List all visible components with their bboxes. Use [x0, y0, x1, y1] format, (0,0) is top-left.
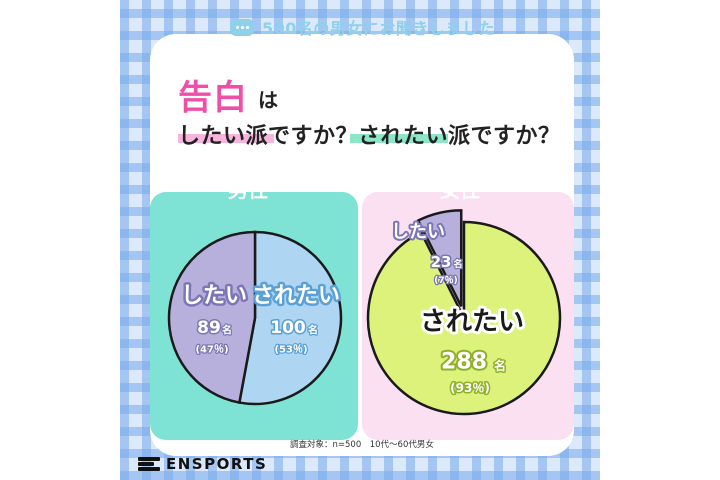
survey-label-text: 500名の男女にお聞きしました — [262, 19, 495, 38]
male-shitai-unit: 名 — [222, 324, 232, 337]
female-pie-slice-saretai — [366, 220, 562, 416]
male-pie-slice-saretai — [237, 230, 343, 406]
male-pie-slice-shitai — [167, 230, 257, 405]
female-shitai-percent: (7％) — [434, 275, 458, 286]
female-saretai-unit: 名 — [494, 358, 506, 373]
female-pie — [366, 209, 562, 416]
female-saretai-label: されたい — [420, 307, 524, 337]
ensports-logo-icon — [138, 457, 160, 471]
female-shitai-label: したい — [391, 222, 445, 243]
survey-label: 500名の男女にお聞きしました — [230, 14, 495, 40]
title-particle: は — [258, 88, 278, 112]
male-shitai-count: 89 — [197, 318, 221, 338]
male-shitai-label: したい — [181, 284, 247, 309]
page-title: 告白 — [178, 78, 248, 118]
question-subtitle: したい派ですか？されたい派ですか？ — [178, 124, 561, 149]
male-pie — [167, 230, 343, 406]
male-saretai-count: 100 — [270, 318, 306, 338]
ensports-logo: ENSPORTS — [138, 455, 267, 473]
female-saretai-count: 288 — [441, 350, 487, 375]
male-panel-title: 男性 — [228, 178, 268, 202]
female-pie-slice-shitai — [416, 209, 463, 307]
speech-bubble-icon — [230, 18, 254, 36]
male-saretai-percent: (53％) — [274, 344, 307, 356]
male-saretai-label: されたい — [252, 284, 340, 309]
highlight-green — [350, 134, 448, 143]
source-note: 調査対象：n=500 10代〜60代男女 — [290, 440, 434, 450]
highlight-pink — [178, 134, 274, 143]
male-shitai-percent: (47％) — [195, 344, 228, 356]
female-shitai-unit: 名 — [453, 258, 462, 270]
female-saretai-percent: (93％) — [450, 381, 490, 395]
female-panel-title: 女性 — [440, 178, 480, 202]
male-saretai-unit: 名 — [308, 324, 318, 337]
female-shitai-count: 23 — [431, 253, 452, 271]
brand-name: ENSPORTS — [166, 455, 268, 473]
